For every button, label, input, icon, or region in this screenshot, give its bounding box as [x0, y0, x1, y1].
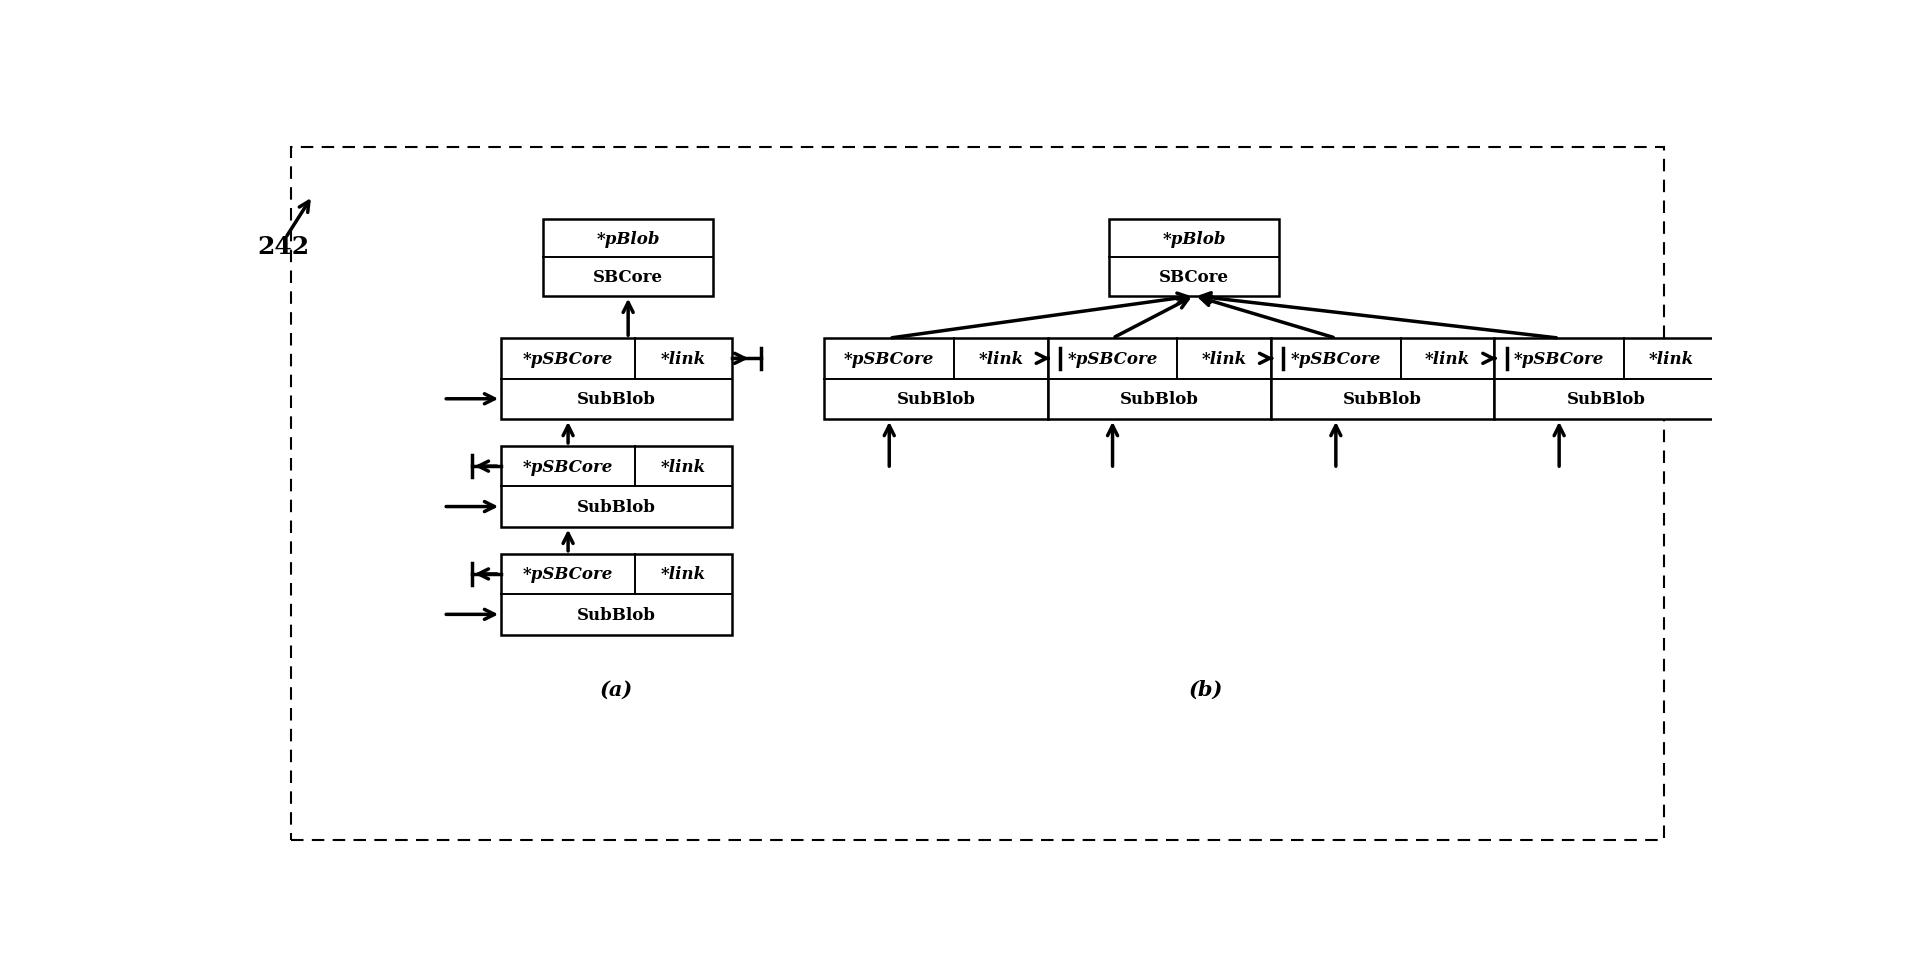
Bar — [502, 446, 732, 528]
Text: *pSBCore: *pSBCore — [1514, 351, 1604, 367]
Text: *pSBCore: *pSBCore — [1291, 351, 1381, 367]
Bar — [1110, 220, 1280, 296]
Bar — [543, 220, 713, 296]
Text: *pSBCore: *pSBCore — [845, 351, 934, 367]
Text: SubBlob: SubBlob — [578, 391, 656, 407]
Text: *pSBCore: *pSBCore — [523, 458, 614, 475]
Text: (b): (b) — [1188, 679, 1222, 699]
Text: *pSBCore: *pSBCore — [523, 351, 614, 367]
Text: *pSBCore: *pSBCore — [523, 566, 614, 583]
Text: 242: 242 — [257, 234, 309, 259]
Text: SubBlob: SubBlob — [578, 498, 656, 516]
Bar — [1495, 339, 1718, 419]
Text: SubBlob: SubBlob — [896, 391, 976, 407]
Text: *link: *link — [662, 458, 706, 475]
Bar — [1047, 339, 1272, 419]
Bar — [502, 554, 732, 635]
Text: *pBlob: *pBlob — [597, 231, 660, 247]
Text: (a): (a) — [601, 679, 633, 699]
Text: *link: *link — [662, 351, 706, 367]
Text: SubBlob: SubBlob — [1343, 391, 1423, 407]
Text: SBCore: SBCore — [1159, 269, 1230, 285]
Text: *link: *link — [1425, 351, 1470, 367]
Bar — [1272, 339, 1495, 419]
Text: *link: *link — [1648, 351, 1693, 367]
Bar — [502, 339, 732, 419]
Text: *link: *link — [662, 566, 706, 583]
Text: *pBlob: *pBlob — [1163, 231, 1226, 247]
Text: SubBlob: SubBlob — [1568, 391, 1646, 407]
Bar — [824, 339, 1047, 419]
Text: *pSBCore: *pSBCore — [1068, 351, 1158, 367]
Text: SBCore: SBCore — [593, 269, 664, 285]
Text: SubBlob: SubBlob — [1119, 391, 1200, 407]
Text: *link: *link — [1201, 351, 1247, 367]
Text: SubBlob: SubBlob — [578, 607, 656, 623]
Text: *link: *link — [978, 351, 1024, 367]
